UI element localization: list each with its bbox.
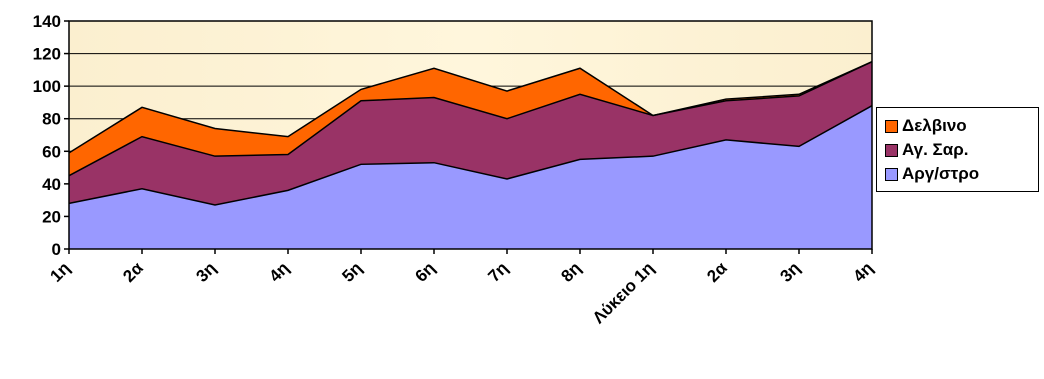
legend-item-delvino: Δελβινο xyxy=(885,116,967,135)
x-tick-label: 3η xyxy=(776,258,803,285)
x-tick-label: 4η xyxy=(849,258,876,285)
y-tick-label: 80 xyxy=(42,110,61,129)
area-edge-αργ-στρο xyxy=(68,105,873,206)
legend-swatch-delvino xyxy=(885,119,898,133)
y-tick-label: 120 xyxy=(33,45,61,64)
y-tick-label: 60 xyxy=(42,142,61,161)
legend-item-ag-sar: Αγ. Σαρ. xyxy=(885,140,969,159)
legend-label-ag-sar: Αγ. Σαρ. xyxy=(902,140,969,159)
legend-label-delvino: Δελβινο xyxy=(902,116,967,135)
area-edge-αγ-σαρ- xyxy=(68,61,873,177)
x-tick-label: 5η xyxy=(338,258,365,285)
area-series-δελβινο xyxy=(69,61,872,176)
x-tick-label: 4η xyxy=(265,258,292,285)
plot-border xyxy=(68,20,873,250)
x-tick-label: Λύκειο 1η xyxy=(589,258,658,327)
y-tick-label: 140 xyxy=(33,12,61,31)
legend-label-argostro: Αργ/στρο xyxy=(902,164,980,183)
legend-swatch-ag-sar xyxy=(885,143,898,157)
x-tick-label: 2α xyxy=(703,258,731,286)
area-series-αργ-στρο xyxy=(69,105,872,249)
x-tick-label: 1η xyxy=(46,258,73,285)
x-tick-label: 8η xyxy=(557,258,584,285)
y-tick-label: 100 xyxy=(33,77,61,96)
y-tick-label: 0 xyxy=(52,240,61,259)
legend-item-argostro: Αργ/στρο xyxy=(885,164,980,183)
area-edge-δελβινο xyxy=(68,61,873,154)
legend: Δελβινο Αγ. Σαρ. Αργ/στρο xyxy=(876,107,1039,192)
x-tick-label: 3η xyxy=(192,258,219,285)
y-tick-label: 40 xyxy=(42,175,61,194)
x-tick-label: 7η xyxy=(484,258,511,285)
y-tick-label: 20 xyxy=(42,207,61,226)
area-series-αγ-σαρ- xyxy=(69,61,872,206)
x-tick-label: 6η xyxy=(411,258,438,285)
legend-swatch-argostro xyxy=(885,167,898,181)
x-tick-label: 2α xyxy=(119,258,147,286)
